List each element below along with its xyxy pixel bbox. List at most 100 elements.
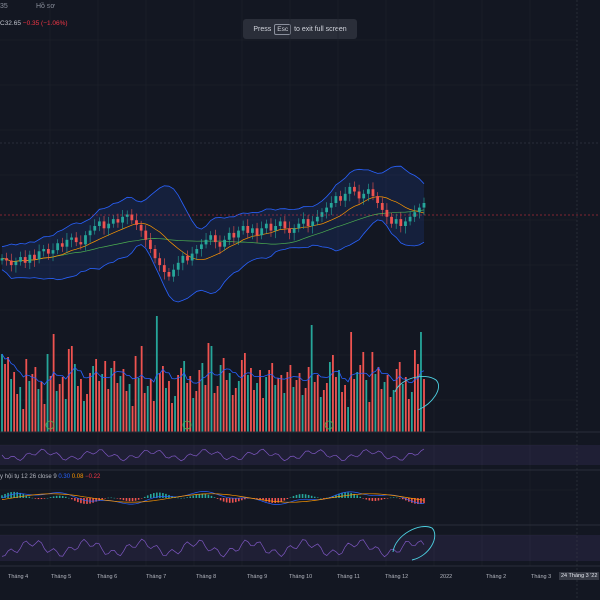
volume-bar <box>168 381 170 432</box>
candle <box>190 246 194 266</box>
candle <box>130 209 134 225</box>
macd-bar <box>149 494 152 498</box>
volume-bar <box>40 382 43 432</box>
ohlc-legend: C32.65 −0.35 (−1.06%) <box>0 20 68 27</box>
volume-bar <box>350 332 353 432</box>
macd-bar <box>146 495 149 498</box>
volume-bar <box>274 385 277 432</box>
volume-bar <box>277 378 280 432</box>
candle <box>5 252 9 266</box>
volume-bar <box>16 394 19 432</box>
macd-bar <box>292 496 295 498</box>
macd-bar <box>332 495 334 498</box>
macd-bar <box>183 497 185 499</box>
macd-bar <box>122 498 125 501</box>
time-axis-label: Tháng 5 <box>51 574 72 580</box>
macd-bar <box>195 494 198 498</box>
volume-bar <box>328 362 331 432</box>
volume-bar <box>247 375 249 432</box>
volume-bar <box>128 384 131 432</box>
candle <box>315 210 319 226</box>
macd-bar <box>417 498 419 505</box>
close-value: C32.65 <box>0 20 21 27</box>
candle <box>255 222 259 243</box>
macd-signal-line <box>1 493 425 503</box>
macd-bar <box>19 492 22 498</box>
candle <box>246 219 250 239</box>
macd-bar <box>40 498 43 500</box>
candle <box>0 254 4 265</box>
circled-arrow-icon <box>45 420 334 430</box>
volume-bar <box>237 381 240 432</box>
interval-tab[interactable]: 35 <box>0 3 8 10</box>
candle <box>116 213 120 228</box>
volume-bar <box>192 398 195 432</box>
macd-bar <box>83 498 85 504</box>
macd-bar <box>37 498 40 500</box>
macd-bar <box>74 498 76 501</box>
volume-bar <box>216 386 219 432</box>
candle <box>264 219 268 234</box>
volume-bar <box>298 373 301 432</box>
volume-bar <box>162 366 164 432</box>
macd-bar <box>192 495 195 498</box>
volume-bar <box>234 388 237 432</box>
volume-bar <box>171 403 173 432</box>
macd-bar <box>46 497 49 499</box>
candle <box>376 192 380 209</box>
macd-bar <box>301 494 304 498</box>
macd-bar <box>259 498 261 500</box>
macd-bar <box>304 494 307 498</box>
volume-bar <box>58 384 61 432</box>
candle <box>162 258 166 280</box>
candle <box>274 219 278 239</box>
esc-key-badge[interactable]: Esc <box>274 23 292 35</box>
volume-bar <box>7 357 9 432</box>
volume-bar <box>301 395 304 432</box>
candle <box>306 215 310 233</box>
volume-bar <box>240 360 243 432</box>
candle <box>269 218 273 237</box>
candle <box>167 267 171 281</box>
volume-bar <box>332 355 334 432</box>
volume-bar <box>49 376 52 432</box>
macd-bar <box>4 493 6 498</box>
candle <box>172 264 175 282</box>
candle <box>362 189 366 205</box>
volume-bar <box>319 397 322 432</box>
macd-bar <box>143 496 146 498</box>
candle <box>302 212 305 229</box>
macd-bar <box>241 498 243 501</box>
candle <box>404 217 407 234</box>
volume-bar <box>407 399 410 432</box>
candle <box>107 216 111 236</box>
volume-bar <box>420 332 422 432</box>
candle <box>357 184 361 204</box>
candle <box>97 217 101 232</box>
candle <box>371 182 375 201</box>
macd-bar <box>313 496 316 498</box>
candle <box>204 233 208 249</box>
volume-bar <box>401 384 404 432</box>
macd-bar <box>326 497 328 499</box>
volume-bar <box>43 404 46 432</box>
profile-tab[interactable]: Hồ sơ <box>36 3 55 10</box>
volume-bar <box>371 352 374 432</box>
volume-bar <box>413 350 416 432</box>
macd-bar <box>77 498 79 503</box>
macd-bar <box>219 498 222 501</box>
macd-bar <box>286 498 289 500</box>
candle <box>417 203 421 219</box>
macd-bar <box>420 498 422 504</box>
candle <box>23 250 27 268</box>
candle <box>283 215 287 234</box>
macd-bar <box>28 496 31 498</box>
fullscreen-toast: Press Esc to exit full screen <box>243 19 357 39</box>
rsi-line-2 <box>1 538 425 558</box>
volume-bar <box>341 392 343 432</box>
macd-bar <box>49 497 52 498</box>
candle <box>9 253 13 272</box>
volume-bar <box>95 359 98 432</box>
volume-bar <box>107 389 110 432</box>
